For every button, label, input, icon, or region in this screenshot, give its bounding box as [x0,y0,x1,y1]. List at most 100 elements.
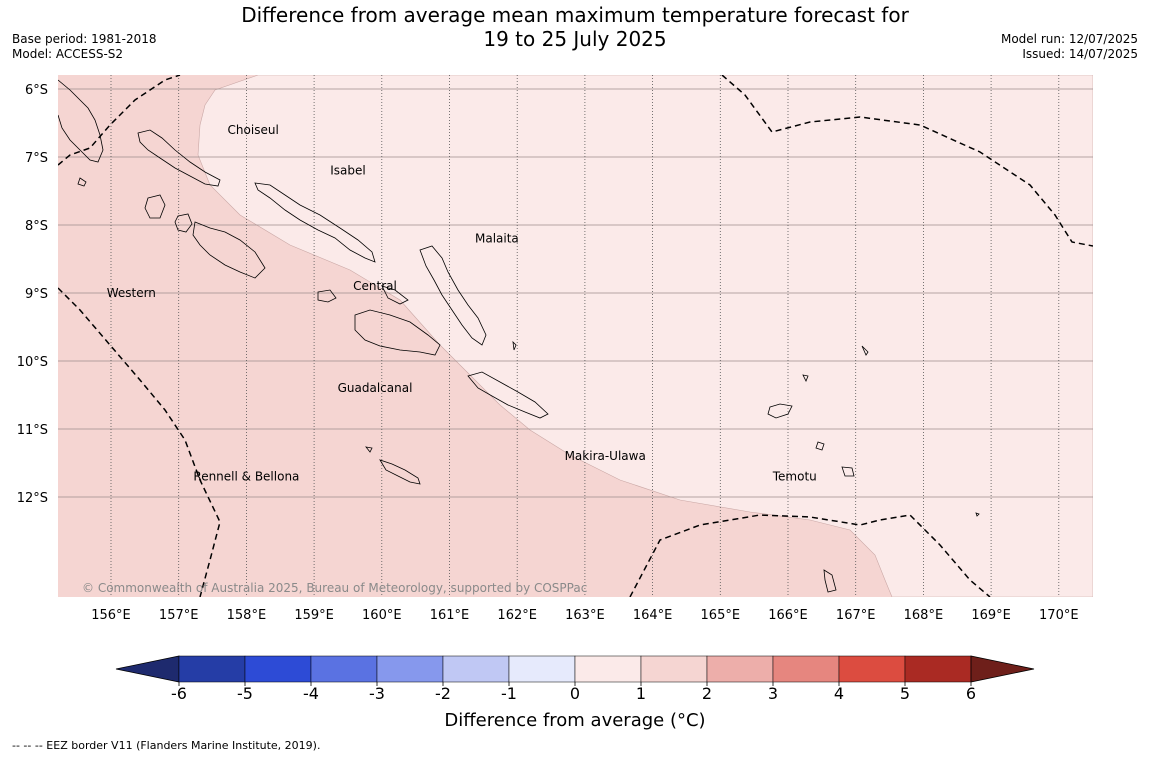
title-line-2: 19 to 25 July 2025 [483,27,667,51]
map-area: Choiseul Isabel Malaita Western Central Guada… [58,75,1093,597]
region-label: Isabel [330,164,365,178]
lon-tick-label: 167°E [836,608,876,623]
lat-tick-label: 8°S [25,219,48,234]
colorbar-swatch [640,655,708,683]
island-choiseul [137,129,221,187]
colorbar: -6 -5 -4 -3 -2 -1 0 1 2 3 4 5 6 [115,655,1035,703]
island-malaita [419,245,487,346]
island-bougainville [58,79,104,163]
meta-left: Base period: 1981-2018 Model: ACCESS-S2 [12,32,157,62]
colorbar-swatch [376,655,444,683]
lon-tick-label: 168°E [904,608,944,623]
island-tikopia [975,512,980,517]
lon-tick-label: 162°E [497,608,537,623]
colorbar-label: 6 [966,684,976,703]
lat-tick-label: 9°S [25,287,48,302]
latitude-gridlines [58,88,1093,498]
region-label: Guadalcanal [338,381,413,395]
longitude-labels: 156°E 157°E 158°E 159°E 160°E 161°E 162°E 163°E… [91,608,1078,623]
colorbar-over-arrow [970,655,1035,683]
colorbar-label: -6 [171,684,187,703]
colorbar-under-arrow [115,655,180,683]
region-label: Malaita [475,232,519,246]
region-labels: Choiseul Isabel Malaita Western Central Guada… [107,123,817,484]
lat-tick-label: 12°S [17,491,48,506]
island-anuta [823,569,837,593]
lat-tick-label: 11°S [17,423,48,438]
lon-tick-label: 157°E [159,608,199,623]
lat-tick-label: 7°S [25,151,48,166]
eez-border-south [629,514,991,597]
colorbar-label: 4 [834,684,844,703]
island-russell [381,285,409,305]
model-name: Model: ACCESS-S2 [12,47,124,61]
lon-tick-label: 158°E [227,608,267,623]
colorbar-swatch [178,655,246,683]
colorbar-label: 0 [570,684,580,703]
island-utupua [815,441,825,451]
lat-tick-label: 6°S [25,83,48,98]
eez-border-west [58,287,221,597]
colorbar-label: -2 [435,684,451,703]
base-period: Base period: 1981-2018 [12,32,157,46]
colorbar-swatch [904,655,972,683]
island-png-small [77,177,87,187]
lon-tick-label: 164°E [633,608,673,623]
lon-tick-label: 165°E [701,608,741,623]
longitude-gridlines [110,75,1060,597]
island-florida [317,289,337,303]
copyright-notice: © Commonwealth of Australia 2025, Bureau… [82,581,587,595]
anomaly-zone-0-1 [197,75,1093,597]
island-new-georgia [192,221,266,279]
island-duff [802,374,809,382]
region-label: Makira-Ulawa [565,449,646,463]
title-line-1: Difference from average mean maximum tem… [241,3,909,27]
lon-tick-label: 163°E [565,608,605,623]
model-run: Model run: 12/07/2025 [1000,32,1138,46]
colorbar-swatch [838,655,906,683]
colorbar-label: -1 [501,684,517,703]
island-ontong [512,340,517,351]
island-makira [467,371,549,419]
colorbar-title: Difference from average (°C) [444,710,706,731]
map-title: Difference from average mean maximum tem… [0,3,1150,51]
coastlines [58,79,980,593]
island-santa-cruz [767,403,793,419]
colorbar-label: 2 [702,684,712,703]
island-reef [861,345,869,356]
eez-border-north [721,75,1093,247]
meta-right: Model run: 12/07/2025 Issued: 14/07/2025 [1001,32,1138,62]
island-kolombangara [174,213,193,233]
issued-date: Issued: 14/07/2025 [1022,47,1138,61]
colorbar-swatch [442,655,510,683]
colorbar-label: 1 [636,684,646,703]
colorbar-label: -5 [237,684,253,703]
region-label: Western [107,286,156,300]
latitude-labels: 6°S 7°S 8°S 9°S 10°S 11°S 12°S [17,83,48,506]
region-label: Temotu [772,470,817,484]
lon-tick-label: 159°E [294,608,334,623]
colorbar-label: 5 [900,684,910,703]
lon-tick-label: 170°E [1039,608,1079,623]
eez-borders [58,75,1093,597]
lat-tick-label: 10°S [17,355,48,370]
island-vanikoro [841,466,855,477]
lon-tick-label: 156°E [91,608,131,623]
eez-border-png [58,75,181,166]
lon-tick-label: 169°E [971,608,1011,623]
lon-tick-label: 160°E [362,608,402,623]
region-label: Central [353,279,397,293]
island-rennell [379,459,421,485]
lon-tick-label: 166°E [768,608,808,623]
island-vella [144,194,166,219]
colorbar-swatch [244,655,312,683]
eez-legend-note: -- -- -- EEZ border V11 (Flanders Marine… [12,739,321,752]
island-isabel [254,182,376,263]
colorbar-swatch [508,655,576,683]
colorbar-label: -3 [369,684,385,703]
colorbar-swatch [310,655,378,683]
colorbar-swatch [706,655,774,683]
region-label: Rennell & Bellona [193,470,299,484]
island-guadalcanal [354,309,441,356]
